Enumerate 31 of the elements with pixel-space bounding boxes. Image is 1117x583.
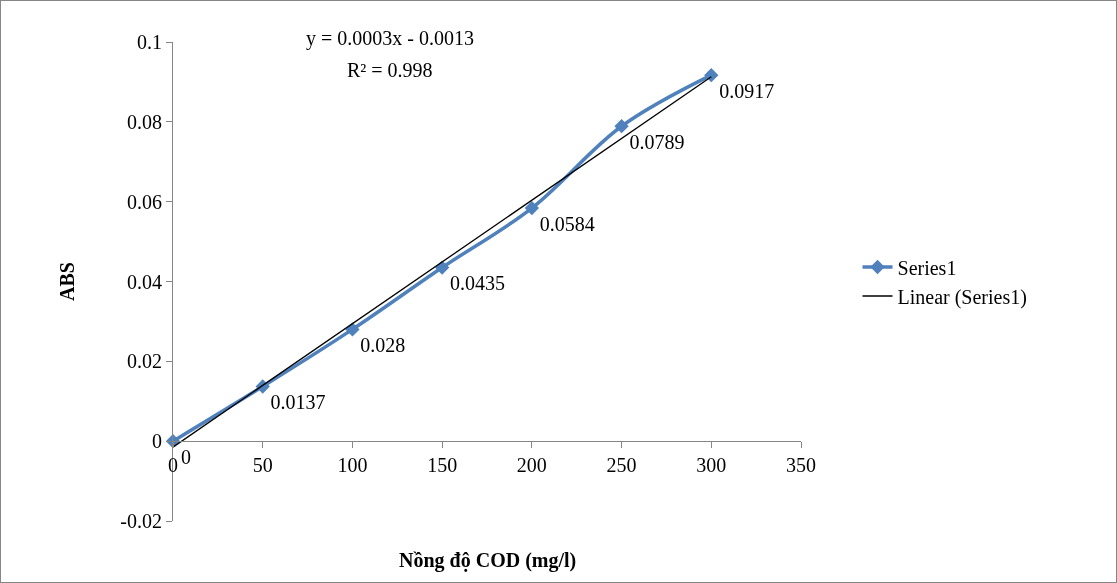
annotation: y = 0.0003x - 0.0013 [306, 27, 474, 50]
x-tick-label: 250 [606, 454, 637, 477]
y-tick-label: 0.02 [127, 350, 162, 373]
data-label: 0.0435 [450, 272, 506, 295]
x-tick-label: 350 [786, 454, 816, 477]
annotation: R² = 0.998 [347, 59, 433, 81]
y-tick-label: -0.02 [120, 510, 162, 532]
x-tick-label: 300 [696, 454, 727, 477]
data-label: 0.0137 [270, 391, 326, 414]
y-tick-label: 0.08 [127, 110, 162, 133]
x-tick-label: 0 [168, 454, 178, 477]
legend-label: Series1 [897, 256, 957, 279]
y-tick-label: 0.04 [127, 270, 162, 293]
point [345, 322, 360, 337]
point [704, 67, 719, 83]
x-tick-label: 100 [337, 454, 368, 477]
x-tick-label: 150 [427, 454, 458, 477]
y-tick-label: 0 [152, 430, 162, 453]
data-label: 0.0584 [539, 212, 595, 235]
x-tick-label: 50 [252, 454, 273, 477]
legend-label: Linear (Series1) [897, 285, 1027, 309]
data-label: 0.0917 [719, 80, 775, 103]
y-tick-label: 0.1 [137, 31, 162, 53]
data-label: 0.028 [360, 334, 406, 357]
y-axis-title: ABS [55, 262, 78, 301]
y-tick-label: 0.06 [127, 190, 162, 213]
x-axis-title: Nồng độ COD (mg/l) [399, 549, 577, 572]
point [614, 119, 629, 134]
data-label: 0.0789 [629, 131, 685, 154]
x-tick-label: 200 [516, 454, 547, 477]
point [524, 200, 540, 216]
